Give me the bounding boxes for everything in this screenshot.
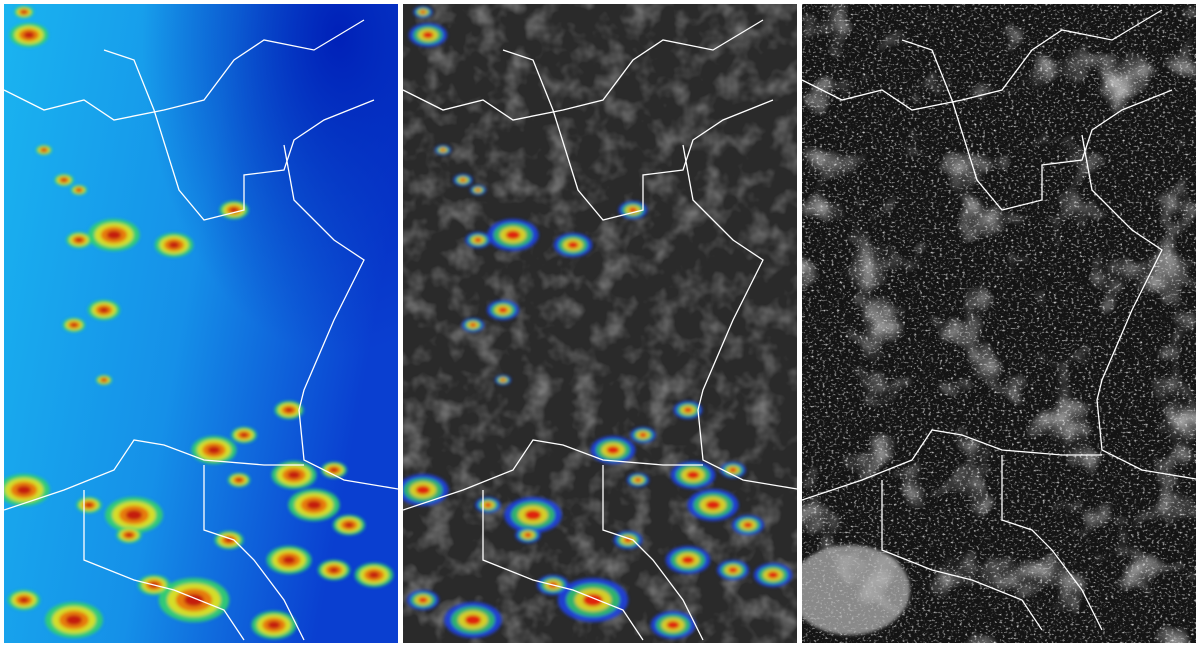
cell-layer xyxy=(70,323,78,327)
cell-layer xyxy=(344,522,354,528)
panel-visible xyxy=(802,4,1196,643)
cell-layer xyxy=(628,207,638,213)
cell-layer xyxy=(686,471,700,479)
cell-layer xyxy=(240,432,248,438)
cell-layer xyxy=(76,188,82,192)
cell-layer xyxy=(282,556,296,564)
cell-layer xyxy=(101,378,107,382)
cell-layer xyxy=(65,614,83,626)
cell-layer xyxy=(505,230,521,240)
cell-layer xyxy=(475,188,481,192)
cell-layer xyxy=(99,307,109,313)
cell-layer xyxy=(125,532,133,538)
border-line xyxy=(4,19,365,121)
cell-layer xyxy=(683,407,693,413)
cell-layer xyxy=(329,567,339,573)
cell-layer xyxy=(184,593,204,607)
cell-layer xyxy=(284,407,294,413)
cell-layer xyxy=(229,207,239,213)
cell-layer xyxy=(498,307,508,313)
cell-layer xyxy=(168,241,180,249)
cell-layer xyxy=(474,237,482,243)
convective-cells xyxy=(403,6,793,639)
cloud-banks xyxy=(802,4,1196,643)
cell-layer xyxy=(23,31,35,39)
border-line xyxy=(1081,134,1196,480)
cell-layer xyxy=(524,509,542,521)
border-line xyxy=(103,49,375,221)
cell-layer xyxy=(767,571,779,579)
border-line xyxy=(83,490,245,641)
cell-layer xyxy=(728,567,738,573)
border-line xyxy=(802,429,1102,501)
cell-layer xyxy=(287,471,301,479)
border-line xyxy=(901,39,1173,211)
cell-layer xyxy=(330,467,338,473)
cell-layer xyxy=(524,532,532,538)
cell-layer xyxy=(606,446,620,454)
cell-layer xyxy=(267,621,281,629)
cell-layer xyxy=(415,485,431,495)
cell-layer xyxy=(469,323,477,327)
border-line xyxy=(802,9,1163,111)
cell-layer xyxy=(106,230,122,240)
border-line xyxy=(4,439,304,511)
cell-layer xyxy=(19,597,29,603)
border-line xyxy=(403,439,703,511)
cell-layer xyxy=(639,432,647,438)
cell-layer xyxy=(41,148,47,152)
cell-layer xyxy=(235,478,243,482)
border-line xyxy=(403,19,764,121)
cell-layer xyxy=(460,178,466,182)
cell-layer xyxy=(484,502,492,508)
cell-layer xyxy=(500,378,506,382)
cell-layer xyxy=(16,485,32,495)
cell-layer xyxy=(729,467,737,473)
cell-layer xyxy=(207,446,221,454)
border-line xyxy=(283,144,398,490)
border-line xyxy=(1001,455,1103,631)
borders xyxy=(802,9,1196,631)
cell-layer xyxy=(85,502,93,508)
border-line xyxy=(682,144,797,490)
convective-cells xyxy=(4,6,394,639)
cell-layer xyxy=(125,509,143,521)
cell-layer xyxy=(464,614,482,626)
cell-layer xyxy=(567,241,579,249)
cell-layer xyxy=(583,593,603,607)
cell-layer xyxy=(420,10,426,14)
cell-layer xyxy=(666,621,680,629)
cell-layer xyxy=(705,500,721,510)
panel-infrared-enhanced xyxy=(4,4,398,643)
cloud-bank xyxy=(802,545,910,635)
cell-layer xyxy=(75,237,83,243)
border-line xyxy=(602,465,704,641)
cell-layer xyxy=(440,148,446,152)
cell-layer xyxy=(306,500,322,510)
cell-layer xyxy=(61,178,67,182)
borders xyxy=(403,19,797,641)
border-line xyxy=(502,49,774,221)
borders xyxy=(4,19,398,641)
border-line xyxy=(203,465,305,641)
cell-layer xyxy=(368,571,380,579)
cell-layer xyxy=(681,556,695,564)
cell-layer xyxy=(422,31,434,39)
panel-infrared-gray xyxy=(403,4,797,643)
border-line xyxy=(482,490,644,641)
cell-layer xyxy=(634,478,642,482)
cell-layer xyxy=(21,10,27,14)
border-line xyxy=(881,480,1043,631)
cell-layer xyxy=(418,597,428,603)
cell-layer xyxy=(743,522,753,528)
